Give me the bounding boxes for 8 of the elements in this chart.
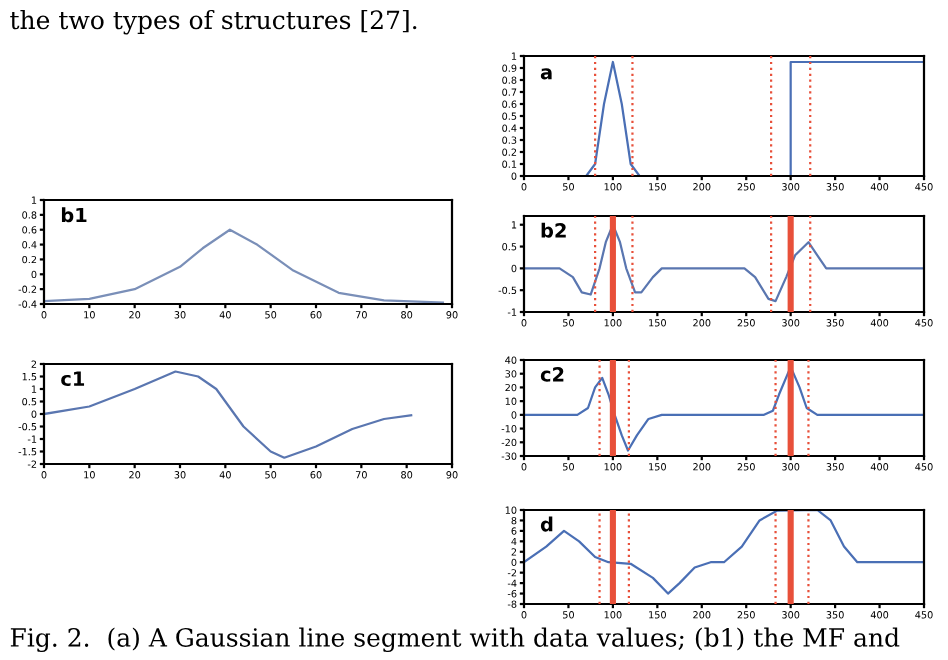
chart-title: b2 [541,222,566,238]
chart-title: c1 [61,371,85,387]
chart-title: a [540,68,552,80]
text: the two types of structures [27]. [10,9,417,35]
caption: Fig. 2. (a) A Gaussian line segment with data values; (b1) the MF and [10,627,900,653]
chart-title: b1 [61,207,87,223]
chart-title: d [540,516,553,532]
chart-title: c2 [540,367,564,382]
